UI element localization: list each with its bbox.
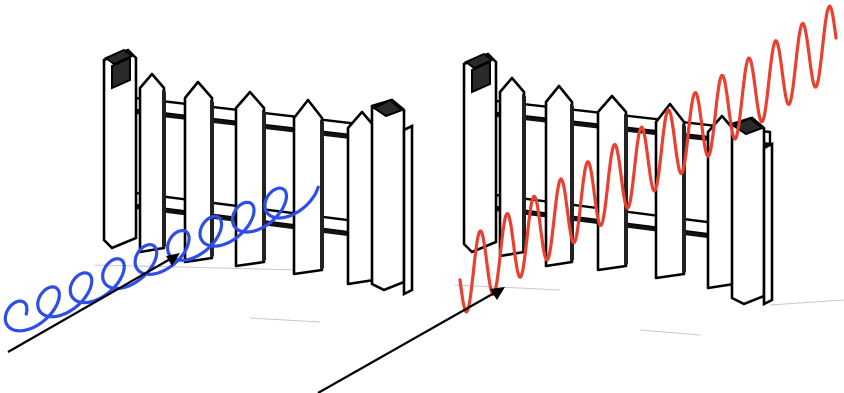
picket — [138, 72, 166, 254]
fence-post-right — [730, 116, 774, 307]
picket — [292, 98, 324, 276]
picket — [498, 76, 526, 258]
arrow-left — [7, 253, 180, 353]
arrow-shaft — [317, 291, 497, 393]
fence-post-left — [462, 52, 498, 254]
picket — [654, 102, 686, 280]
arrow-head — [166, 253, 180, 266]
picket — [183, 80, 214, 264]
arrow-shaft — [7, 257, 173, 353]
arrow-head — [490, 287, 505, 300]
ground-line — [249, 317, 321, 323]
wave-horizontal-blue — [3, 185, 320, 333]
picket-fence-left — [94, 48, 414, 323]
wave-vertical-red — [458, 4, 838, 314]
fence-post-right — [370, 98, 414, 297]
arrow-right — [317, 287, 505, 393]
fence-post-left — [102, 48, 138, 250]
ground-line — [94, 264, 301, 271]
fence-pickets — [138, 72, 376, 286]
picket — [234, 90, 266, 268]
picket — [596, 94, 628, 272]
ground-line — [769, 299, 844, 306]
ground-line — [639, 329, 701, 336]
